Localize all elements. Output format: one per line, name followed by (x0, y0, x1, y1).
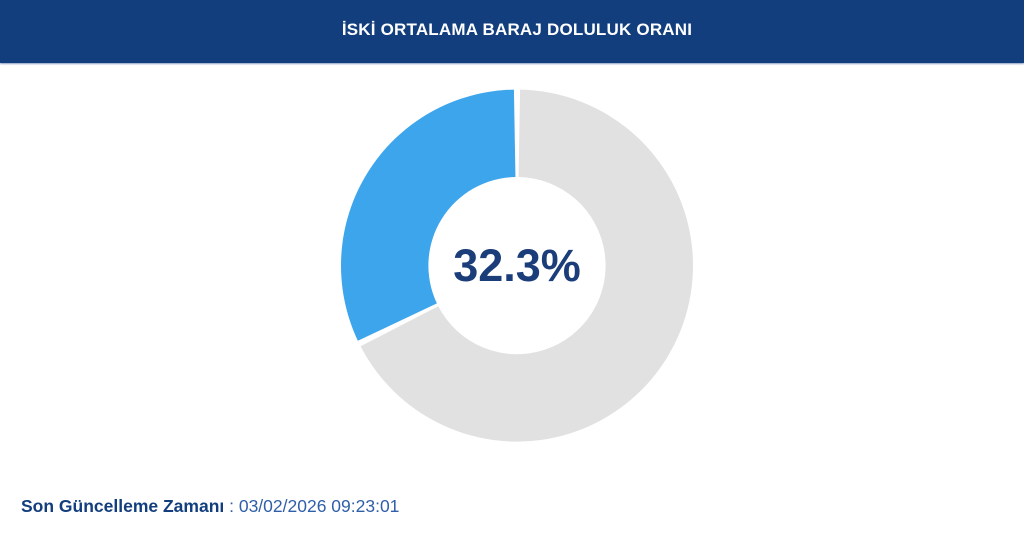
svg-text:32.3%: 32.3% (453, 240, 581, 291)
